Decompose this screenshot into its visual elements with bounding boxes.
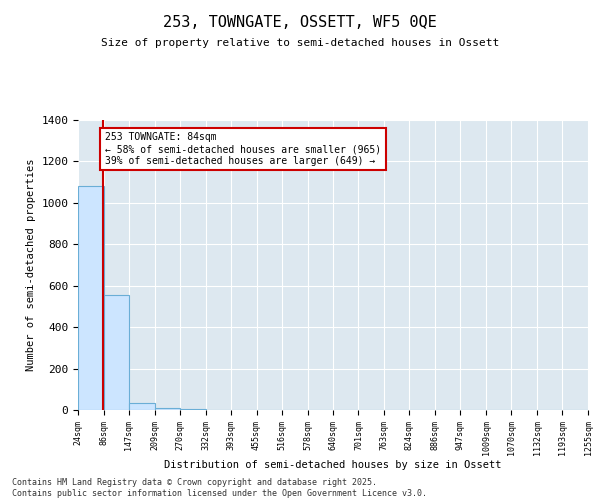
Text: 253, TOWNGATE, OSSETT, WF5 0QE: 253, TOWNGATE, OSSETT, WF5 0QE [163,15,437,30]
Text: Size of property relative to semi-detached houses in Ossett: Size of property relative to semi-detach… [101,38,499,48]
Bar [104,295,129,410]
Bar [78,186,104,410]
Text: 253 TOWNGATE: 84sqm
← 58% of semi-detached houses are smaller (965)
39% of semi-: 253 TOWNGATE: 84sqm ← 58% of semi-detach… [106,132,382,166]
X-axis label: Distribution of semi-detached houses by size in Ossett: Distribution of semi-detached houses by … [164,460,502,470]
Text: Contains HM Land Registry data © Crown copyright and database right 2025.
Contai: Contains HM Land Registry data © Crown c… [12,478,427,498]
Bar [155,408,180,410]
Y-axis label: Number of semi-detached properties: Number of semi-detached properties [26,159,36,371]
Bar [129,403,155,410]
